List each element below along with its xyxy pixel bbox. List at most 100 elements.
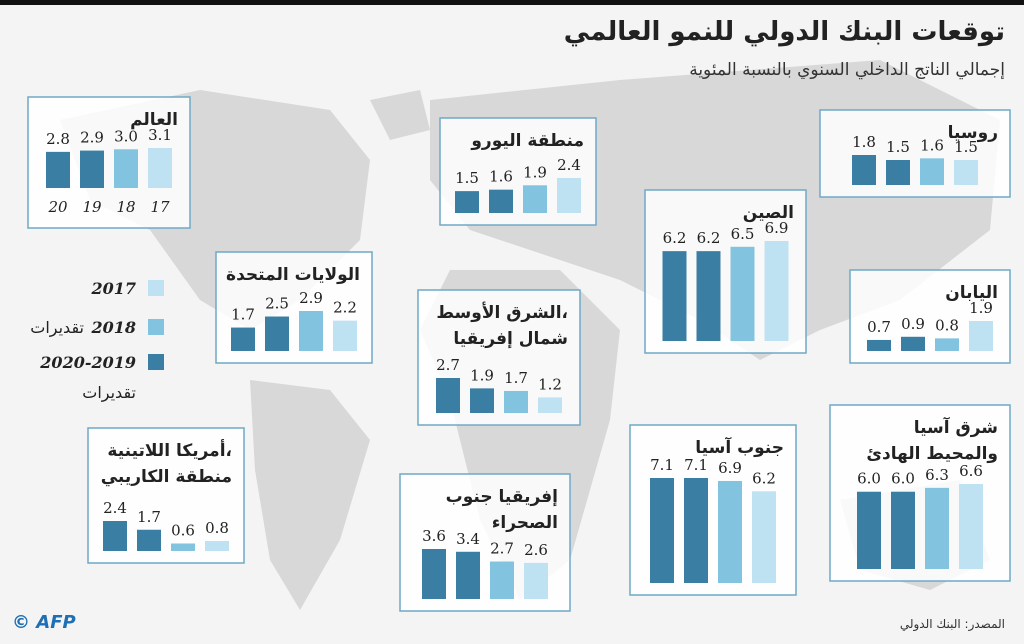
bar <box>489 189 513 213</box>
value-label: 1.5 <box>886 138 910 156</box>
value-label: 1.5 <box>455 169 479 187</box>
bar <box>730 246 755 341</box>
bar <box>422 549 446 599</box>
bar <box>764 241 789 341</box>
value-label: 0.8 <box>205 519 229 537</box>
title: توقعات البنك الدولي للنمو العالمي <box>564 17 1005 47</box>
panel-title: الصين <box>743 203 794 223</box>
bar <box>456 551 480 599</box>
bar <box>852 155 876 185</box>
value-label: 2.9 <box>299 289 323 307</box>
bar <box>504 390 528 413</box>
bar <box>171 543 195 551</box>
bar <box>557 178 581 213</box>
value-label: 1.6 <box>920 136 944 154</box>
bar <box>523 185 547 213</box>
category-label: 17 <box>150 198 170 216</box>
bar <box>662 251 687 341</box>
value-label: 7.1 <box>650 456 674 474</box>
bar <box>436 378 460 413</box>
value-label: 6.2 <box>697 229 721 247</box>
panel-title: روسيا <box>948 123 998 143</box>
value-label: 6.9 <box>765 219 789 237</box>
legend-year: 2020-2019 <box>39 353 136 372</box>
value-label: 2.9 <box>80 129 104 147</box>
bar <box>103 521 127 551</box>
panel-title: الولايات المتحدة <box>226 265 360 285</box>
value-label: 6.3 <box>925 466 949 484</box>
value-label: 6.2 <box>663 229 687 247</box>
bar <box>684 478 708 583</box>
credit: © AFP <box>12 612 76 633</box>
value-label: 1.9 <box>470 366 494 384</box>
panel-title: العالم <box>130 110 178 130</box>
value-label: 0.8 <box>935 316 959 334</box>
value-label: 3.6 <box>422 527 446 545</box>
bar <box>935 338 959 351</box>
bar <box>80 150 104 188</box>
bar <box>920 158 944 185</box>
bar <box>696 251 721 341</box>
bar <box>901 336 925 351</box>
value-label: 1.7 <box>137 508 161 526</box>
legend-swatch <box>148 354 164 370</box>
bar <box>959 484 983 569</box>
bar <box>490 561 514 599</box>
value-label: 6.0 <box>857 470 881 488</box>
value-label: 6.6 <box>959 462 983 480</box>
panel-title: الشرق الأوسط، <box>436 302 568 323</box>
value-label: 3.1 <box>148 126 172 144</box>
legend-year: 2018 <box>90 318 136 337</box>
bar <box>455 191 479 213</box>
bar <box>969 321 993 351</box>
value-label: 1.6 <box>489 168 513 186</box>
source: المصدر: البنك الدولي <box>900 617 1005 632</box>
bar <box>137 529 161 551</box>
panel-title: منطقة اليورو <box>470 131 584 151</box>
legend-note: تقديرات <box>30 318 84 338</box>
value-label: 1.5 <box>954 138 978 156</box>
value-label: 0.9 <box>901 315 925 333</box>
value-label: 2.7 <box>490 540 514 558</box>
panel-title: منطقة الكاريبي <box>101 467 232 487</box>
category-label: 18 <box>116 198 135 216</box>
bar <box>718 480 742 583</box>
category-label: 19 <box>82 198 102 216</box>
value-label: 1.9 <box>523 163 547 181</box>
value-label: 0.6 <box>171 522 195 540</box>
category-label: 20 <box>47 198 68 216</box>
value-label: 2.5 <box>265 295 289 313</box>
panel <box>819 109 1011 198</box>
bar <box>538 397 562 413</box>
bar <box>333 320 357 351</box>
bar <box>524 562 548 599</box>
legend-year: 2017 <box>90 279 136 298</box>
value-label: 1.2 <box>538 375 562 393</box>
value-label: 6.5 <box>731 225 755 243</box>
panel-title: والمحيط الهادئ <box>866 444 998 464</box>
value-label: 2.4 <box>557 156 581 174</box>
value-label: 2.4 <box>103 499 127 517</box>
bar <box>954 160 978 185</box>
bar <box>925 487 949 569</box>
value-label: 1.9 <box>969 299 993 317</box>
legend-note: تقديرات <box>82 383 136 403</box>
panel-title: الصحراء <box>492 513 558 533</box>
value-label: 2.8 <box>46 130 70 148</box>
bar <box>857 491 881 569</box>
value-label: 1.8 <box>852 133 876 151</box>
panel-title: جنوب آسيا <box>695 436 784 458</box>
value-label: 6.0 <box>891 470 915 488</box>
bar <box>891 491 915 569</box>
legend-swatch <box>148 319 164 335</box>
value-label: 2.6 <box>524 541 548 559</box>
bar <box>752 491 776 583</box>
panel-title: إفريقيا جنوب <box>446 487 558 507</box>
subtitle: إجمالي الناتج الداخلي السنوي بالنسبة الم… <box>689 60 1005 80</box>
bar <box>205 541 229 551</box>
value-label: 6.2 <box>752 469 776 487</box>
top-bar <box>0 0 1024 5</box>
bar <box>867 339 891 351</box>
bar <box>650 478 674 583</box>
